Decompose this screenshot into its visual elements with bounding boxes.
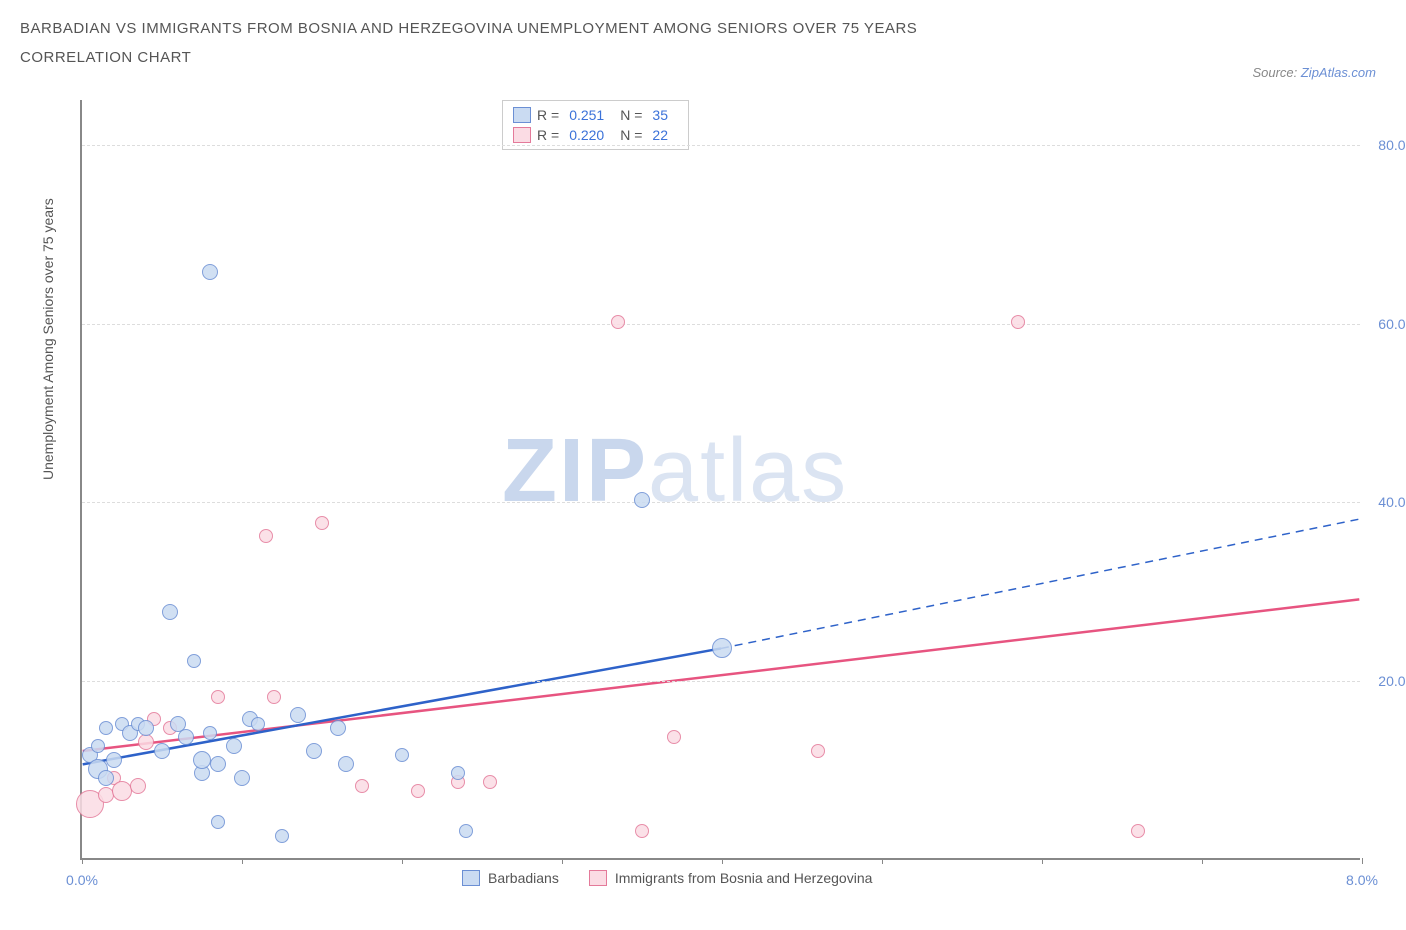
legend-bottom: Barbadians Immigrants from Bosnia and He… <box>462 870 872 886</box>
data-point <box>411 784 425 798</box>
data-point <box>290 707 306 723</box>
data-point <box>483 775 497 789</box>
data-point <box>330 720 346 736</box>
data-point <box>202 264 218 280</box>
data-point <box>112 781 132 801</box>
data-point <box>211 815 225 829</box>
x-tick-label: 8.0% <box>1346 872 1378 888</box>
x-tick <box>82 858 83 864</box>
data-point <box>203 726 217 740</box>
swatch-series2 <box>589 870 607 886</box>
y-tick-label: 20.0% <box>1368 673 1406 689</box>
data-point <box>193 751 211 769</box>
data-point <box>315 516 329 530</box>
data-point <box>635 824 649 838</box>
data-point <box>251 717 265 731</box>
legend-item: Immigrants from Bosnia and Herzegovina <box>589 870 873 886</box>
data-point <box>226 738 242 754</box>
data-point <box>712 638 732 658</box>
data-point <box>178 729 194 745</box>
data-point <box>211 690 225 704</box>
x-tick <box>402 858 403 864</box>
data-point <box>99 721 113 735</box>
x-tick <box>562 858 563 864</box>
x-tick <box>1362 858 1363 864</box>
data-point <box>355 779 369 793</box>
y-axis-label: Unemployment Among Seniors over 75 years <box>40 198 56 480</box>
x-tick <box>242 858 243 864</box>
swatch-series1 <box>462 870 480 886</box>
x-tick <box>722 858 723 864</box>
data-point <box>306 743 322 759</box>
data-point <box>338 756 354 772</box>
x-tick <box>882 858 883 864</box>
data-point <box>259 529 273 543</box>
gridline <box>82 145 1360 146</box>
gridline <box>82 681 1360 682</box>
data-point <box>395 748 409 762</box>
data-point <box>138 720 154 736</box>
data-point <box>459 824 473 838</box>
data-point <box>1011 315 1025 329</box>
legend-item: Barbadians <box>462 870 559 886</box>
source-prefix: Source: <box>1252 65 1300 80</box>
data-point <box>130 778 146 794</box>
legend-label: Immigrants from Bosnia and Herzegovina <box>615 870 873 886</box>
plot-area: ZIPatlas R = 0.251 N = 35 R = 0.220 N = … <box>80 100 1360 860</box>
chart-container: BARBADIAN VS IMMIGRANTS FROM BOSNIA AND … <box>20 20 1386 910</box>
data-point <box>106 752 122 768</box>
data-point <box>1131 824 1145 838</box>
y-tick-label: 60.0% <box>1368 316 1406 332</box>
chart-title-line1: BARBADIAN VS IMMIGRANTS FROM BOSNIA AND … <box>20 20 1386 37</box>
data-point <box>154 743 170 759</box>
y-tick-label: 40.0% <box>1368 494 1406 510</box>
data-point <box>187 654 201 668</box>
regression-lines-layer <box>82 100 1360 858</box>
data-point <box>162 604 178 620</box>
data-point <box>667 730 681 744</box>
data-point <box>210 756 226 772</box>
gridline <box>82 324 1360 325</box>
y-tick-label: 80.0% <box>1368 137 1406 153</box>
data-point <box>98 770 114 786</box>
x-tick-label: 0.0% <box>66 872 98 888</box>
x-tick <box>1202 858 1203 864</box>
gridline <box>82 502 1360 503</box>
source-link[interactable]: ZipAtlas.com <box>1301 65 1376 80</box>
data-point <box>611 315 625 329</box>
data-point <box>634 492 650 508</box>
data-point <box>91 739 105 753</box>
data-point <box>451 766 465 780</box>
data-point <box>811 744 825 758</box>
x-tick <box>1042 858 1043 864</box>
data-point <box>275 829 289 843</box>
data-point <box>267 690 281 704</box>
legend-label: Barbadians <box>488 870 559 886</box>
chart-title-line2: CORRELATION CHART <box>20 49 1386 66</box>
data-point <box>234 770 250 786</box>
source-attribution: Source: ZipAtlas.com <box>1252 65 1376 80</box>
